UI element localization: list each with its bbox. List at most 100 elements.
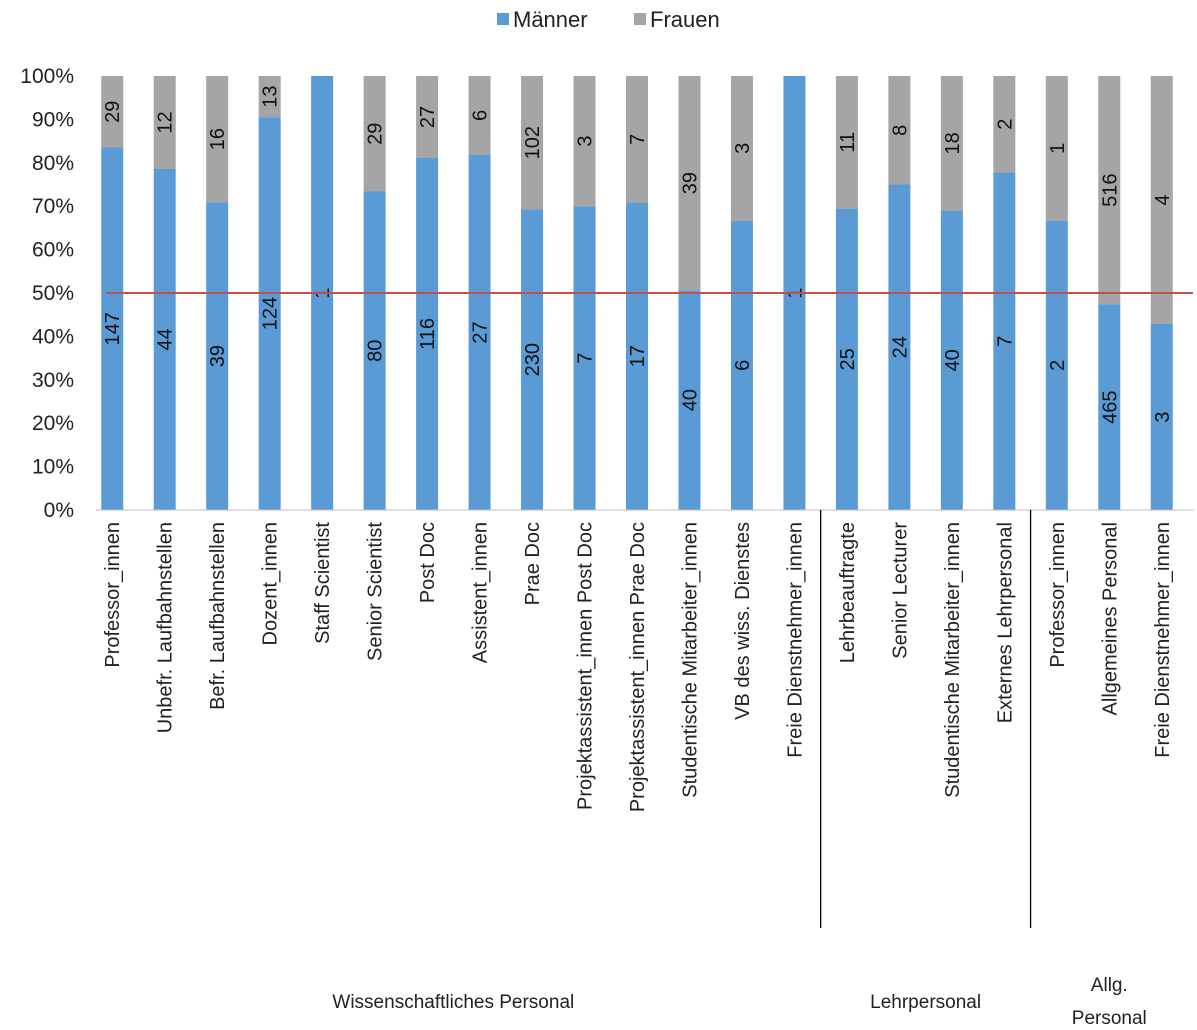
y-tick-label: 80% <box>32 152 74 175</box>
bar-segment-maenner <box>363 191 386 510</box>
x-category-label: Freie Dienstnehmer_innen <box>784 522 806 758</box>
data-label-frauen: 6 <box>470 110 492 121</box>
data-label-maenner: 230 <box>522 343 544 376</box>
x-category-label: Assistent_innen <box>470 522 492 663</box>
bar-segment-frauen <box>940 76 963 211</box>
bar-segment-maenner <box>1150 324 1173 510</box>
data-label-maenner: 124 <box>260 297 282 330</box>
data-label-maenner: 44 <box>155 328 177 350</box>
x-category-label: Prae Doc <box>522 522 544 605</box>
bar-segment-maenner <box>993 172 1016 510</box>
data-label-maenner: 27 <box>470 321 492 343</box>
data-label-maenner: 465 <box>1099 390 1121 423</box>
data-label-frauen: 516 <box>1099 173 1121 206</box>
bar-segment-frauen <box>835 76 858 209</box>
group-label: Personal <box>1072 1008 1147 1029</box>
data-label-maenner: 147 <box>102 312 124 345</box>
bar-segment-frauen <box>626 76 648 203</box>
y-tick-label: 20% <box>32 412 74 435</box>
data-label-frauen: 3 <box>575 136 597 147</box>
y-axis: 0% 10% 20% 30% 40% 50% 60% 70% 80% 90% 100% <box>20 65 74 522</box>
bar-segment-maenner <box>258 117 281 510</box>
bar-segment-maenner <box>1098 304 1121 510</box>
x-category-label: Befr. Laufbahnstellen <box>207 522 229 710</box>
data-label-maenner: 25 <box>837 348 859 370</box>
data-label-frauen: 102 <box>522 126 544 159</box>
bar-segment-frauen <box>1150 76 1173 324</box>
data-label-maenner: 39 <box>207 345 229 367</box>
bar-segment-frauen <box>206 76 229 203</box>
bar-segment-frauen <box>573 76 596 207</box>
x-category-label: Staff Scientist <box>312 522 334 644</box>
data-label-frauen: 1 <box>1047 143 1069 154</box>
x-category-label: Dozent_innen <box>260 522 282 645</box>
data-label-maenner: 116 <box>417 318 439 350</box>
data-label-maenner: 24 <box>889 336 911 358</box>
data-label-frauen: 27 <box>417 106 439 128</box>
y-tick-label: 10% <box>32 456 74 479</box>
data-label-frauen: 2 <box>994 119 1016 130</box>
x-category-label: Allgemeines Personal <box>1099 522 1121 715</box>
legend-swatch <box>634 13 646 25</box>
y-tick-label: 40% <box>32 325 74 348</box>
bar-segment-frauen <box>416 76 439 158</box>
data-label-maenner: 80 <box>365 340 387 362</box>
x-category-label: Post Doc <box>417 522 439 603</box>
bar-segment-frauen <box>1098 76 1121 305</box>
bar-segment-frauen <box>521 76 544 210</box>
data-label-maenner: 7 <box>994 336 1016 347</box>
data-label-maenner: 2 <box>1047 360 1069 371</box>
data-label-maenner: 40 <box>679 389 701 411</box>
data-label-frauen: 3 <box>732 143 754 154</box>
data-label-frauen: 4 <box>1152 194 1174 205</box>
bar-segment-maenner <box>416 157 439 510</box>
data-label-maenner: 6 <box>732 360 754 371</box>
data-label-maenner: 3 <box>1152 411 1174 422</box>
x-category-label: Projektassistent_innen Prae Doc <box>627 522 649 812</box>
y-tick-label: 70% <box>32 195 74 218</box>
x-category-label: Lehrbeauftragte <box>837 522 859 663</box>
data-label-frauen: 29 <box>102 101 124 123</box>
bar-segment-maenner <box>101 147 124 511</box>
y-tick-label: 50% <box>32 282 74 305</box>
bar-segment-frauen <box>468 76 491 155</box>
legend-swatch <box>497 13 509 25</box>
x-category-label: Senior Scientist <box>365 522 387 661</box>
x-category-label: Studentische Mitarbeiter_innen <box>679 522 701 798</box>
legend-label: Männer <box>513 7 588 32</box>
data-label-frauen: 16 <box>207 128 229 150</box>
bar-segment-frauen <box>678 76 701 291</box>
y-tick-label: 90% <box>32 108 74 131</box>
group-labels: Wissenschaftliches Personal Lehrpersonal A… <box>332 510 1147 1029</box>
data-label-frauen: 8 <box>889 125 911 136</box>
data-label-maenner: 40 <box>942 349 964 371</box>
y-tick-label: 0% <box>44 499 74 522</box>
x-category-label: Professor_innen <box>102 522 124 668</box>
legend-label: Frauen <box>650 7 720 32</box>
group-label: Lehrpersonal <box>870 992 981 1013</box>
bar-segment-maenner <box>206 202 229 510</box>
bar-segment-maenner <box>573 206 596 510</box>
data-label-frauen: 12 <box>155 111 177 133</box>
x-category-label: Externes Lehrpersonal <box>994 522 1016 723</box>
bar-segment-frauen <box>363 76 386 192</box>
y-tick-label: 60% <box>32 239 74 262</box>
data-label-frauen: 18 <box>942 132 964 154</box>
bar-segment-frauen <box>153 76 176 169</box>
data-label-frauen: 29 <box>365 123 387 145</box>
bar-segment-frauen <box>993 76 1016 173</box>
bar-segment-maenner <box>153 169 176 510</box>
data-label-frauen: 13 <box>260 85 282 107</box>
data-label-frauen: 7 <box>627 134 649 145</box>
group-label: Wissenschaftliches Personal <box>332 992 574 1013</box>
bars: 1472944123916124131802911627276230102731… <box>101 76 1174 511</box>
data-label-maenner: 17 <box>627 345 649 367</box>
data-label-frauen: 39 <box>679 172 701 194</box>
bar-segment-maenner <box>678 290 701 510</box>
data-label-frauen: 11 <box>837 132 859 153</box>
bar-segment-maenner <box>940 210 963 511</box>
bar-segment-maenner <box>626 202 648 511</box>
x-category-label: Studentische Mitarbeiter_innen <box>942 522 964 798</box>
x-category-label: VB des wiss. Dienstes <box>732 522 754 720</box>
